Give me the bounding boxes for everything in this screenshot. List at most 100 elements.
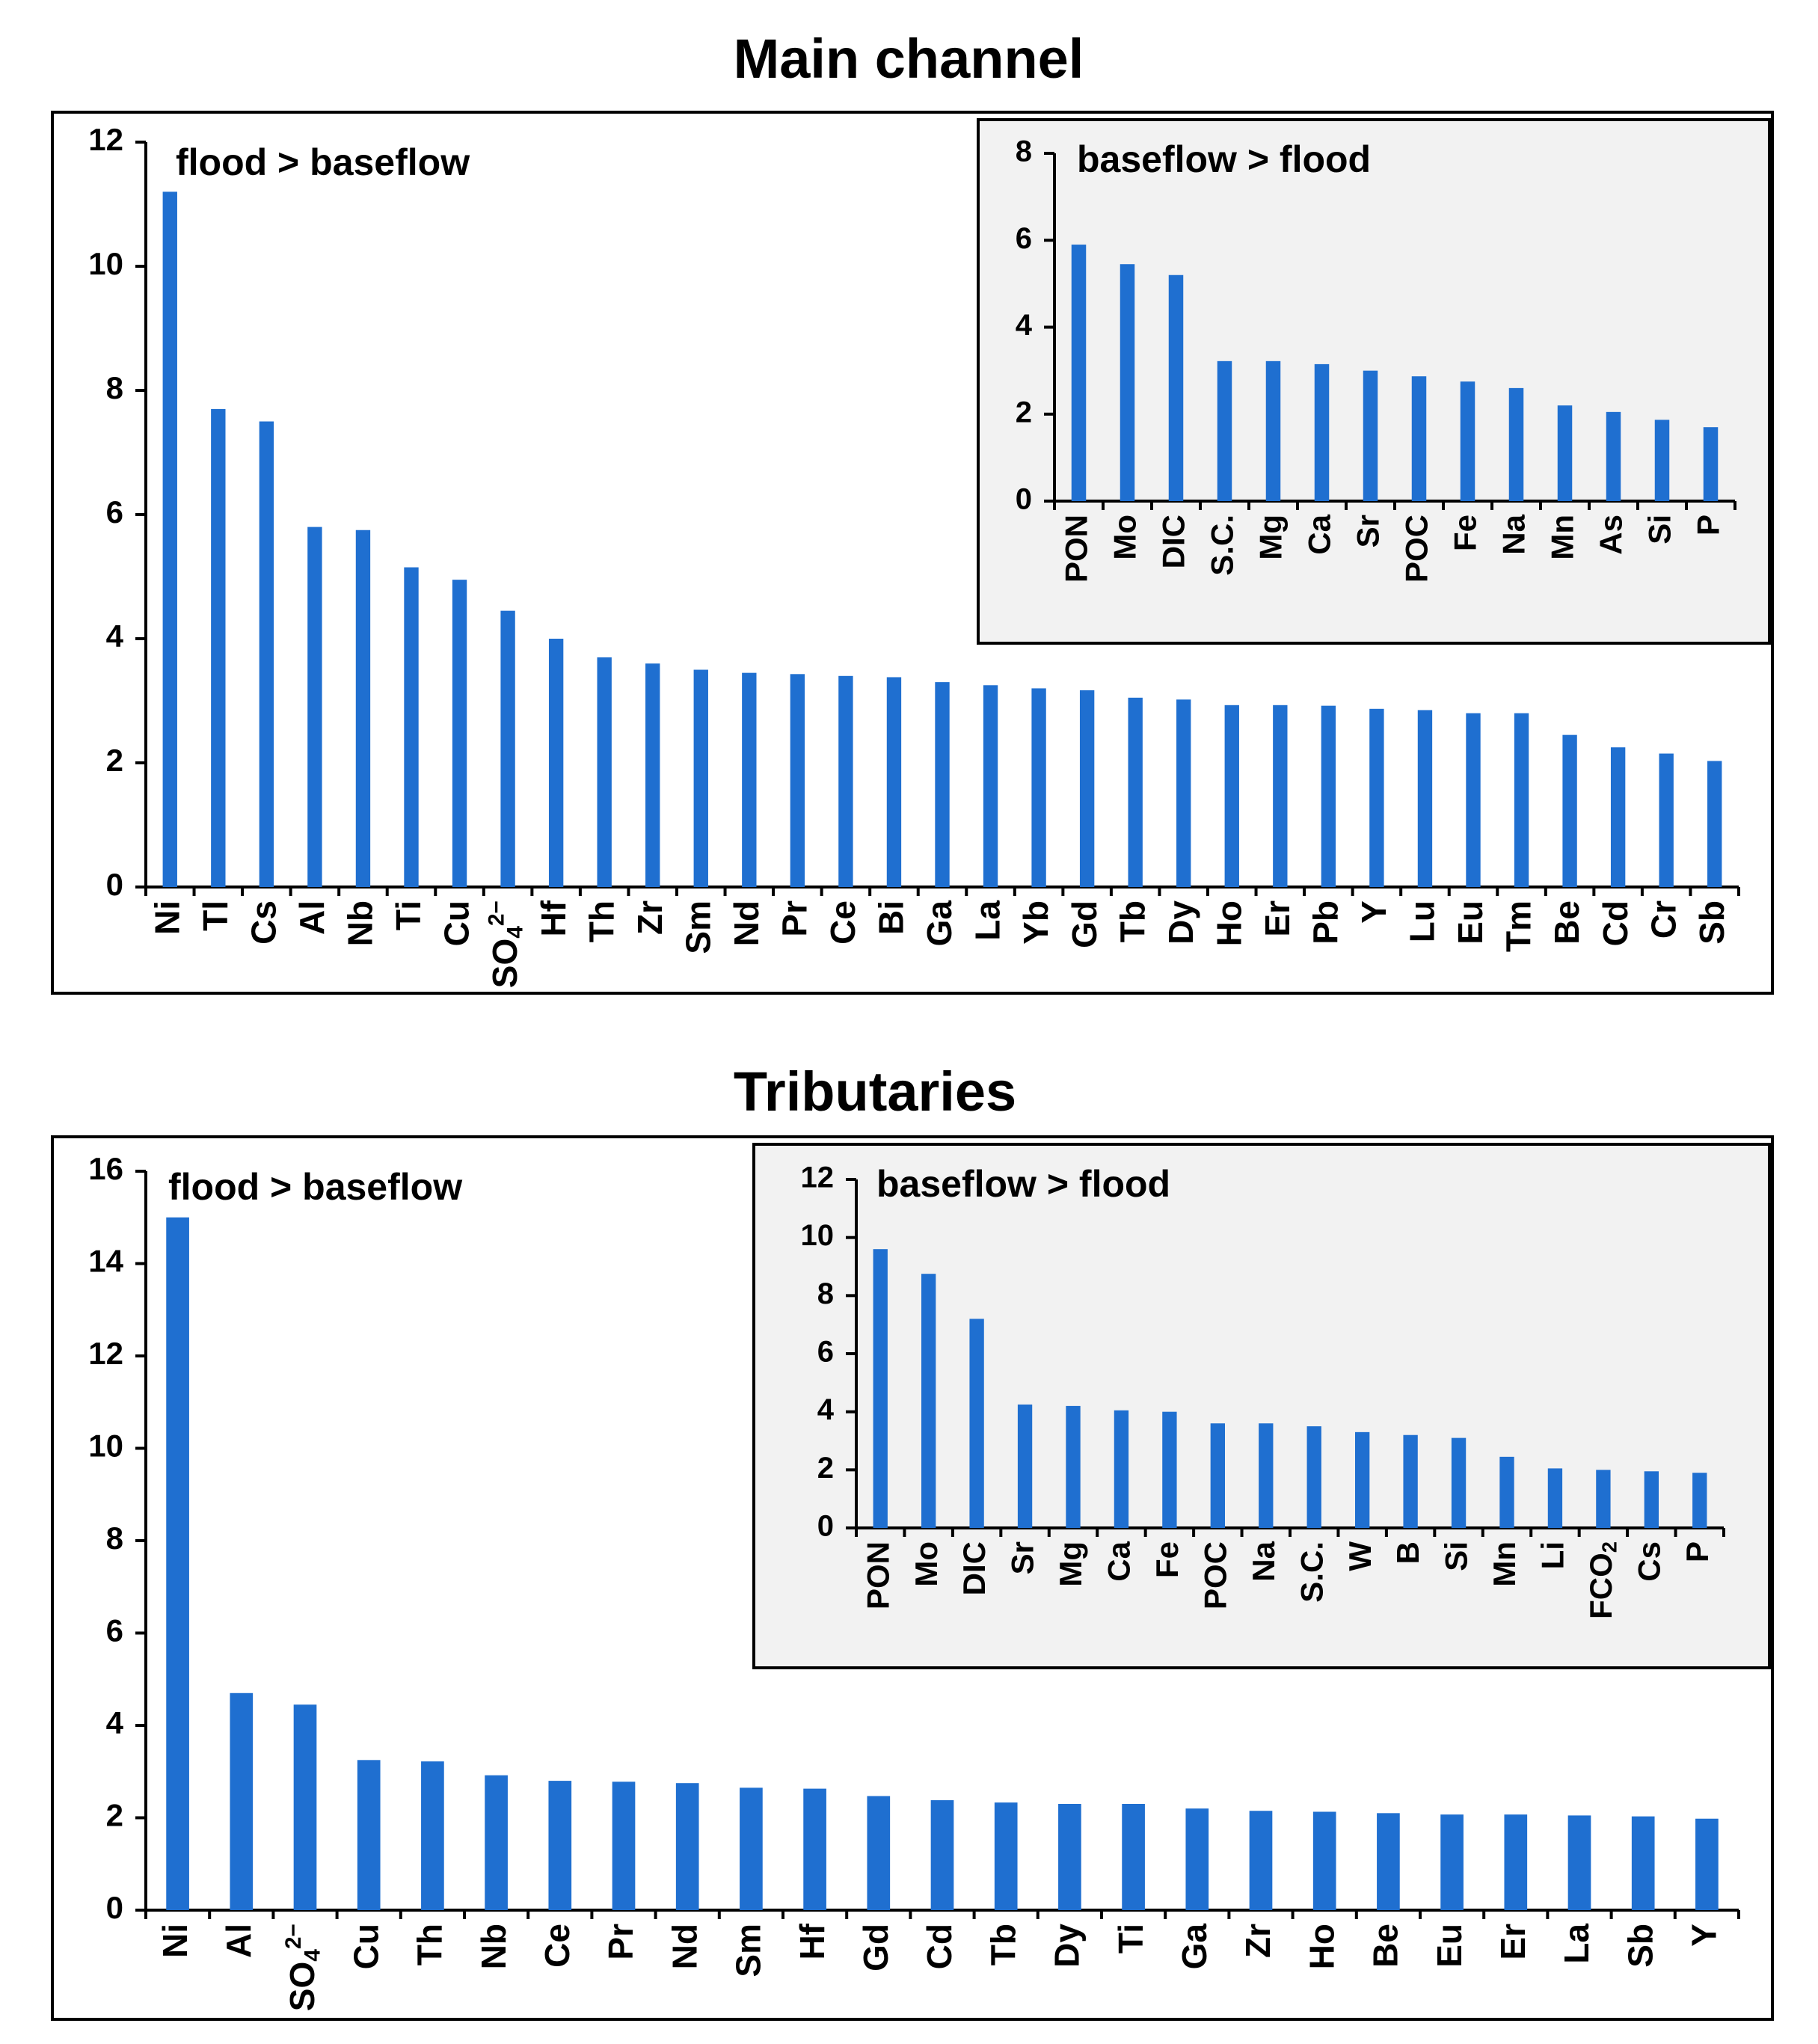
panel2-bar-ho (1312, 1811, 1336, 1910)
panel1-inset-xtick-label-sr: Sr (1351, 515, 1386, 547)
panel1-xtick-label-lu: Lu (1403, 900, 1442, 942)
panel1-xtick-label-tb: Tb (1113, 900, 1152, 942)
panel1-xtick-label-ho: Ho (1209, 900, 1248, 946)
tributaries-annotation: flood > baseflow (168, 1166, 462, 1208)
panel2-bar-sb (1631, 1816, 1655, 1910)
panel1-bar-tm (1514, 713, 1529, 887)
panel1-inset-xtick-label-s-c: S.C. (1205, 515, 1240, 576)
panel1-xtick-label-cd: Cd (1596, 900, 1635, 946)
panel1-bar-bi (886, 677, 902, 887)
panel1-bar-hf (548, 639, 564, 887)
panel1-inset-xtick-label-mo: Mo (1108, 515, 1143, 560)
panel1-xtick-label-th: Th (582, 900, 621, 942)
panel2-bar-ga (1185, 1808, 1209, 1910)
panel2-xtick-label-y: Y (1685, 1924, 1724, 1947)
tributaries-title: Tributaries (734, 1061, 1016, 1123)
panel2-xtick-label-pr: Pr (601, 1924, 640, 1960)
panel1-inset-xtick-label-fe: Fe (1448, 515, 1483, 551)
panel2-inset-xtick-label-b: B (1390, 1541, 1425, 1564)
panel2-inset-xtick-label-si: Si (1439, 1541, 1474, 1571)
panel2-inset-xtick-label-mg: Mg (1053, 1541, 1088, 1587)
panel1-bar-th (597, 657, 612, 887)
panel2-xtick-label-ho: Ho (1302, 1924, 1341, 1969)
panel1-bar-ti (404, 567, 419, 887)
panel2-xtick-label-sb: Sb (1621, 1924, 1659, 1968)
panel1-bar-nd (742, 672, 757, 887)
panel2-bar-er (1504, 1814, 1528, 1910)
panel2-inset-bar-p (1692, 1473, 1707, 1528)
panel2-inset-xtick-label-pon: PON (860, 1541, 895, 1609)
panel2-bar-ti (1122, 1803, 1145, 1910)
panel2-inset-bar-fe (1162, 1411, 1177, 1528)
panel2-xtick-label-la: La (1557, 1924, 1596, 1964)
panel2-ytick-label: 10 (88, 1428, 123, 1464)
panel1-bar-cr (1659, 753, 1674, 887)
panel2-bar-eu (1440, 1814, 1464, 1910)
panel1-inset-ytick-label: 8 (1016, 135, 1032, 168)
panel1-xtick-label-al: Al (292, 900, 331, 935)
panel1-ytick-label: 8 (106, 370, 123, 405)
panel2-xtick-label-ga: Ga (1175, 1924, 1214, 1970)
panel2-xtick-label-ce: Ce (538, 1924, 577, 1968)
panel2-bar-so4-2 (293, 1704, 317, 1910)
panel2-bar-th (421, 1761, 444, 1910)
panel1-inset-bar-ca (1314, 363, 1330, 501)
panel1-bar-nb (355, 530, 371, 887)
panel2-inset-bar-cs (1644, 1471, 1659, 1528)
panel1-bar-zr (645, 663, 660, 887)
panel1-xtick-label-gd: Gd (1065, 900, 1104, 948)
panel2-bar-al (230, 1692, 254, 1910)
panel2-bar-ni (166, 1217, 189, 1910)
panel1-xtick-label-nb: Nb (341, 900, 380, 946)
panel2-ytick-label: 0 (106, 1890, 123, 1925)
panel2-inset-bar-si (1451, 1437, 1467, 1528)
panel1-bar-cd (1610, 747, 1626, 887)
panel2-bar-tb (994, 1802, 1018, 1910)
panel1-ytick-label: 4 (106, 619, 124, 654)
panel2-inset-bar-mg (1066, 1405, 1081, 1528)
panel2-inset-xtick-label-dic: DIC (956, 1541, 992, 1595)
panel2-inset-xtick-label-cs: Cs (1631, 1541, 1666, 1582)
panel1-bar-ni (162, 191, 177, 887)
panel2-bar-pr (612, 1781, 636, 1910)
panel2-xtick-label-cu: Cu (346, 1924, 385, 1969)
panel2-bar-cu (357, 1760, 381, 1910)
panel1-bar-gd (1079, 690, 1095, 887)
panel1-ytick-label: 10 (88, 246, 123, 281)
panel1-inset-xtick-label-si: Si (1642, 515, 1677, 544)
panel1-xtick-label-cs: Cs (245, 900, 283, 945)
panel1-xtick-label-ce: Ce (823, 900, 862, 945)
panel2-inset-xtick-label-fe: Fe (1149, 1541, 1185, 1578)
panel2-inset-xtick-label-li: Li (1535, 1541, 1570, 1569)
panel2-inset-bar-ca (1114, 1410, 1129, 1528)
panel1-inset-ytick-label: 2 (1016, 396, 1032, 429)
panel1-xtick-label-cu: Cu (437, 900, 476, 946)
panel1-bar-cu (452, 580, 467, 887)
panel2-inset-xtick-label-na: Na (1246, 1541, 1281, 1581)
panel2-bar-gd (867, 1796, 891, 1910)
panel2-xtick-label-dy: Dy (1048, 1924, 1087, 1968)
panel2-bar-ce (548, 1781, 572, 1910)
panel2-inset-bar-fco2 (1596, 1470, 1611, 1528)
panel1-inset-xtick-label-as: As (1594, 515, 1629, 555)
panel2-ytick-label: 16 (88, 1151, 123, 1186)
panel2-xtick-label-al: Al (219, 1924, 258, 1958)
panel1-bar-eu (1466, 713, 1481, 887)
panel1-xtick-label-tl: Tl (196, 900, 235, 931)
panel1-bar-dy (1176, 699, 1191, 887)
panel2-inset-bar-mn (1499, 1456, 1514, 1528)
panel1-inset-ytick-label: 0 (1016, 483, 1032, 516)
panel2-inset-bar-w (1355, 1431, 1370, 1528)
panel2-ytick-label: 4 (106, 1705, 124, 1740)
panel1-xtick-label-y: Y (1354, 900, 1393, 924)
panel2-inset-ytick-label: 8 (817, 1277, 834, 1310)
panel2-inset-ytick-label: 4 (817, 1393, 835, 1426)
panel2-xtick-label-nb: Nb (474, 1924, 513, 1969)
panel1-bar-pb (1321, 705, 1336, 887)
panel1-xtick-label-eu: Eu (1451, 900, 1490, 945)
panel1-xtick-label-ni: Ni (147, 900, 186, 935)
panel1-bar-sm (693, 669, 708, 887)
